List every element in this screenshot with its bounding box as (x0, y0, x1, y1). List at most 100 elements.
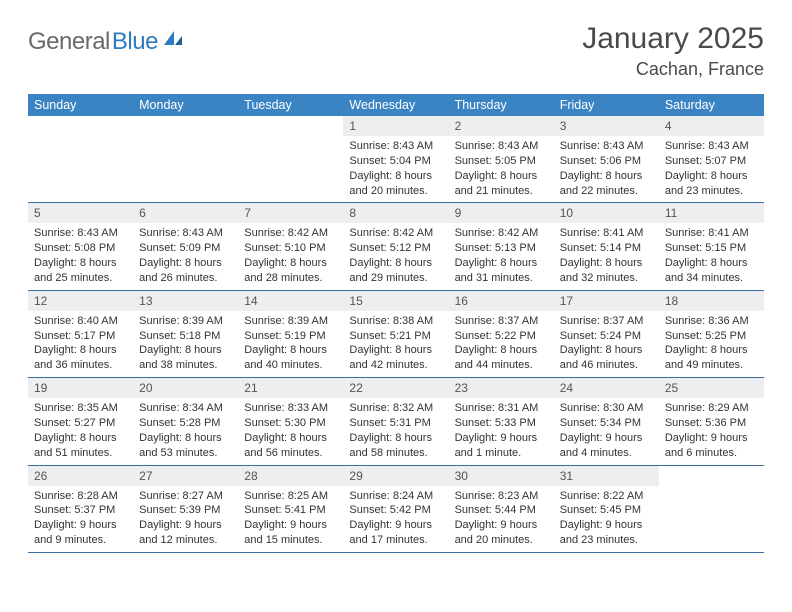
location-subtitle: Cachan, France (582, 59, 764, 80)
day-details: Sunrise: 8:39 AMSunset: 5:18 PMDaylight:… (133, 311, 238, 377)
calendar-day-cell: 27Sunrise: 8:27 AMSunset: 5:39 PMDayligh… (133, 465, 238, 552)
weekday-header: Saturday (659, 94, 764, 116)
calendar-day-cell: 1Sunrise: 8:43 AMSunset: 5:04 PMDaylight… (343, 116, 448, 203)
weekday-header: Sunday (28, 94, 133, 116)
day-details: Sunrise: 8:43 AMSunset: 5:07 PMDaylight:… (659, 136, 764, 202)
month-title: January 2025 (582, 22, 764, 56)
day-details: Sunrise: 8:42 AMSunset: 5:12 PMDaylight:… (343, 223, 448, 289)
calendar-day-cell: 12Sunrise: 8:40 AMSunset: 5:17 PMDayligh… (28, 290, 133, 377)
calendar-day-cell: 10Sunrise: 8:41 AMSunset: 5:14 PMDayligh… (554, 203, 659, 290)
day-details: Sunrise: 8:43 AMSunset: 5:09 PMDaylight:… (133, 223, 238, 289)
day-details: Sunrise: 8:23 AMSunset: 5:44 PMDaylight:… (449, 486, 554, 552)
day-details: Sunrise: 8:36 AMSunset: 5:25 PMDaylight:… (659, 311, 764, 377)
calendar-day-cell: 4Sunrise: 8:43 AMSunset: 5:07 PMDaylight… (659, 116, 764, 203)
day-number: 22 (343, 378, 448, 398)
calendar-week-row: 19Sunrise: 8:35 AMSunset: 5:27 PMDayligh… (28, 378, 764, 465)
calendar-day-cell: 14Sunrise: 8:39 AMSunset: 5:19 PMDayligh… (238, 290, 343, 377)
day-number: 30 (449, 466, 554, 486)
day-details: Sunrise: 8:30 AMSunset: 5:34 PMDaylight:… (554, 398, 659, 464)
brand-word-2: Blue (112, 28, 158, 56)
day-number: 29 (343, 466, 448, 486)
day-number: 14 (238, 291, 343, 311)
day-number: 8 (343, 203, 448, 223)
calendar-week-row: 12Sunrise: 8:40 AMSunset: 5:17 PMDayligh… (28, 290, 764, 377)
day-number: 10 (554, 203, 659, 223)
header: General Blue January 2025 Cachan, France (28, 22, 764, 80)
day-number: 18 (659, 291, 764, 311)
day-details: Sunrise: 8:28 AMSunset: 5:37 PMDaylight:… (28, 486, 133, 552)
weekday-header-row: Sunday Monday Tuesday Wednesday Thursday… (28, 94, 764, 116)
day-number: 28 (238, 466, 343, 486)
day-details: Sunrise: 8:27 AMSunset: 5:39 PMDaylight:… (133, 486, 238, 552)
calendar-week-row: 1Sunrise: 8:43 AMSunset: 5:04 PMDaylight… (28, 116, 764, 203)
weekday-header: Friday (554, 94, 659, 116)
calendar-day-cell: 28Sunrise: 8:25 AMSunset: 5:41 PMDayligh… (238, 465, 343, 552)
calendar-day-cell: 22Sunrise: 8:32 AMSunset: 5:31 PMDayligh… (343, 378, 448, 465)
calendar-day-cell: 30Sunrise: 8:23 AMSunset: 5:44 PMDayligh… (449, 465, 554, 552)
day-number: 2 (449, 116, 554, 136)
day-details: Sunrise: 8:37 AMSunset: 5:24 PMDaylight:… (554, 311, 659, 377)
day-number: 20 (133, 378, 238, 398)
calendar-day-cell: 15Sunrise: 8:38 AMSunset: 5:21 PMDayligh… (343, 290, 448, 377)
brand-logo: General Blue (28, 28, 184, 56)
day-details: Sunrise: 8:43 AMSunset: 5:04 PMDaylight:… (343, 136, 448, 202)
calendar-day-cell: 2Sunrise: 8:43 AMSunset: 5:05 PMDaylight… (449, 116, 554, 203)
brand-word-1: General (28, 28, 110, 56)
day-details: Sunrise: 8:41 AMSunset: 5:15 PMDaylight:… (659, 223, 764, 289)
day-details: Sunrise: 8:31 AMSunset: 5:33 PMDaylight:… (449, 398, 554, 464)
day-number: 27 (133, 466, 238, 486)
calendar-day-cell: 11Sunrise: 8:41 AMSunset: 5:15 PMDayligh… (659, 203, 764, 290)
calendar-day-cell: 23Sunrise: 8:31 AMSunset: 5:33 PMDayligh… (449, 378, 554, 465)
calendar-day-cell: 16Sunrise: 8:37 AMSunset: 5:22 PMDayligh… (449, 290, 554, 377)
calendar-day-cell: 5Sunrise: 8:43 AMSunset: 5:08 PMDaylight… (28, 203, 133, 290)
calendar-day-cell: 29Sunrise: 8:24 AMSunset: 5:42 PMDayligh… (343, 465, 448, 552)
day-details: Sunrise: 8:42 AMSunset: 5:13 PMDaylight:… (449, 223, 554, 289)
day-details: Sunrise: 8:43 AMSunset: 5:08 PMDaylight:… (28, 223, 133, 289)
day-details: Sunrise: 8:33 AMSunset: 5:30 PMDaylight:… (238, 398, 343, 464)
day-number: 12 (28, 291, 133, 311)
brand-sail-icon (162, 29, 184, 52)
calendar-day-cell: 7Sunrise: 8:42 AMSunset: 5:10 PMDaylight… (238, 203, 343, 290)
day-details: Sunrise: 8:25 AMSunset: 5:41 PMDaylight:… (238, 486, 343, 552)
calendar-day-cell: 25Sunrise: 8:29 AMSunset: 5:36 PMDayligh… (659, 378, 764, 465)
day-number: 5 (28, 203, 133, 223)
day-number: 31 (554, 466, 659, 486)
calendar-day-cell (238, 116, 343, 203)
day-number: 23 (449, 378, 554, 398)
title-block: January 2025 Cachan, France (582, 22, 764, 80)
calendar-day-cell: 31Sunrise: 8:22 AMSunset: 5:45 PMDayligh… (554, 465, 659, 552)
calendar-week-row: 26Sunrise: 8:28 AMSunset: 5:37 PMDayligh… (28, 465, 764, 552)
calendar-table: Sunday Monday Tuesday Wednesday Thursday… (28, 94, 764, 553)
day-details: Sunrise: 8:38 AMSunset: 5:21 PMDaylight:… (343, 311, 448, 377)
calendar-day-cell: 8Sunrise: 8:42 AMSunset: 5:12 PMDaylight… (343, 203, 448, 290)
day-number: 19 (28, 378, 133, 398)
calendar-day-cell (133, 116, 238, 203)
day-number: 9 (449, 203, 554, 223)
day-details: Sunrise: 8:22 AMSunset: 5:45 PMDaylight:… (554, 486, 659, 552)
calendar-day-cell: 3Sunrise: 8:43 AMSunset: 5:06 PMDaylight… (554, 116, 659, 203)
calendar-day-cell: 13Sunrise: 8:39 AMSunset: 5:18 PMDayligh… (133, 290, 238, 377)
day-number: 13 (133, 291, 238, 311)
calendar-day-cell: 21Sunrise: 8:33 AMSunset: 5:30 PMDayligh… (238, 378, 343, 465)
day-details: Sunrise: 8:34 AMSunset: 5:28 PMDaylight:… (133, 398, 238, 464)
weekday-header: Monday (133, 94, 238, 116)
day-details: Sunrise: 8:43 AMSunset: 5:06 PMDaylight:… (554, 136, 659, 202)
day-number: 21 (238, 378, 343, 398)
day-number: 15 (343, 291, 448, 311)
calendar-day-cell: 9Sunrise: 8:42 AMSunset: 5:13 PMDaylight… (449, 203, 554, 290)
weekday-header: Thursday (449, 94, 554, 116)
calendar-day-cell: 26Sunrise: 8:28 AMSunset: 5:37 PMDayligh… (28, 465, 133, 552)
calendar-week-row: 5Sunrise: 8:43 AMSunset: 5:08 PMDaylight… (28, 203, 764, 290)
weekday-header: Tuesday (238, 94, 343, 116)
day-details: Sunrise: 8:37 AMSunset: 5:22 PMDaylight:… (449, 311, 554, 377)
day-number: 3 (554, 116, 659, 136)
day-details: Sunrise: 8:41 AMSunset: 5:14 PMDaylight:… (554, 223, 659, 289)
calendar-day-cell: 6Sunrise: 8:43 AMSunset: 5:09 PMDaylight… (133, 203, 238, 290)
day-details: Sunrise: 8:24 AMSunset: 5:42 PMDaylight:… (343, 486, 448, 552)
day-number: 17 (554, 291, 659, 311)
day-number: 7 (238, 203, 343, 223)
calendar-day-cell (28, 116, 133, 203)
day-details: Sunrise: 8:32 AMSunset: 5:31 PMDaylight:… (343, 398, 448, 464)
day-number: 16 (449, 291, 554, 311)
day-number: 26 (28, 466, 133, 486)
